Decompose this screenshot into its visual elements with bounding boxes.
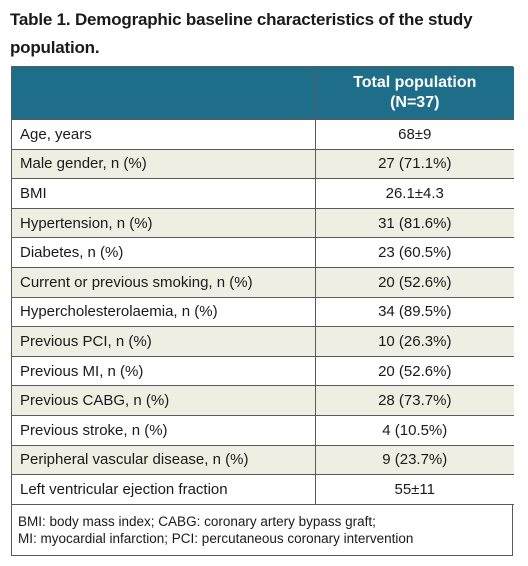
table-row: Previous PCI, n (%) 10 (26.3%) xyxy=(12,326,514,357)
row-label-cell: Previous stroke, n (%) xyxy=(12,415,316,446)
row-label-cell: Male gender, n (%) xyxy=(12,149,316,180)
table-row: BMI 26.1±4.3 xyxy=(12,178,514,209)
header-total-population-label: Total population xyxy=(353,74,477,91)
row-label-cell: Previous MI, n (%) xyxy=(12,356,316,387)
header-row: Total population (N=37) xyxy=(12,67,514,120)
header-n-label: (N=37) xyxy=(390,94,440,111)
header-characteristic-cell xyxy=(12,67,316,120)
row-label-cell: Diabetes, n (%) xyxy=(12,237,316,268)
row-value-cell: 55±11 xyxy=(315,474,514,505)
table-body: Age, years 68±9 Male gender, n (%) 27 (71.1… xyxy=(12,119,514,505)
table-row: Diabetes, n (%) 23 (60.5%) xyxy=(12,237,514,268)
row-label-cell: Hypercholesterolaemia, n (%) xyxy=(12,297,316,328)
table-row: Previous stroke, n (%) 4 (10.5%) xyxy=(12,415,514,446)
header-total-population-cell: Total population (N=37) xyxy=(315,67,514,120)
row-label-cell: Peripheral vascular disease, n (%) xyxy=(12,445,316,476)
row-label-cell: Previous CABG, n (%) xyxy=(12,385,316,416)
row-label-cell: Previous PCI, n (%) xyxy=(12,326,316,357)
data-table: Total population (N=37) Age, years 68±9 Ma… xyxy=(12,67,514,505)
table-row: Left ventricular ejection fraction 55±11 xyxy=(12,474,514,505)
table-footnote: BMI: body mass index; CABG: coronary art… xyxy=(12,505,512,547)
table-row: Age, years 68±9 xyxy=(12,119,514,150)
footnote-line-2: MI: myocardial infarction; PCI: percutan… xyxy=(18,530,414,546)
table-row: Male gender, n (%) 27 (71.1%) xyxy=(12,149,514,180)
table-row: Previous MI, n (%) 20 (52.6%) xyxy=(12,356,514,387)
row-label-cell: Age, years xyxy=(12,119,316,150)
row-value-cell: 23 (60.5%) xyxy=(315,237,514,268)
baseline-characteristics-table: Total population (N=37) Age, years 68±9 Ma… xyxy=(11,66,514,556)
table-row: Peripheral vascular disease, n (%) 9 (23.… xyxy=(12,445,514,476)
row-value-cell: 26.1±4.3 xyxy=(315,178,514,209)
row-value-cell: 68±9 xyxy=(315,119,514,150)
table-row: Hypertension, n (%) 31 (81.6%) xyxy=(12,208,514,239)
table-row: Hypercholesterolaemia, n (%) 34 (89.5%) xyxy=(12,297,514,328)
caption-line-2: population. xyxy=(10,38,100,57)
row-value-cell: 10 (26.3%) xyxy=(315,326,514,357)
table-caption: Table 1. Demographic baseline characteri… xyxy=(10,6,510,62)
row-value-cell: 28 (73.7%) xyxy=(315,385,514,416)
row-value-cell: 31 (81.6%) xyxy=(315,208,514,239)
row-label-cell: Current or previous smoking, n (%) xyxy=(12,267,316,298)
row-label-cell: Left ventricular ejection fraction xyxy=(12,474,316,505)
row-value-cell: 27 (71.1%) xyxy=(315,149,514,180)
row-label-cell: Hypertension, n (%) xyxy=(12,208,316,239)
row-value-cell: 34 (89.5%) xyxy=(315,297,514,328)
row-value-cell: 4 (10.5%) xyxy=(315,415,514,446)
row-value-cell: 20 (52.6%) xyxy=(315,356,514,387)
table-row: Current or previous smoking, n (%) 20 (52… xyxy=(12,267,514,298)
table-row: Previous CABG, n (%) 28 (73.7%) xyxy=(12,385,514,416)
row-value-cell: 9 (23.7%) xyxy=(315,445,514,476)
footnote-line-1: BMI: body mass index; CABG: coronary art… xyxy=(18,513,376,529)
row-value-cell: 20 (52.6%) xyxy=(315,267,514,298)
table-header: Total population (N=37) xyxy=(12,67,514,120)
caption-line-1: Table 1. Demographic baseline characteri… xyxy=(10,10,473,29)
row-label-cell: BMI xyxy=(12,178,316,209)
